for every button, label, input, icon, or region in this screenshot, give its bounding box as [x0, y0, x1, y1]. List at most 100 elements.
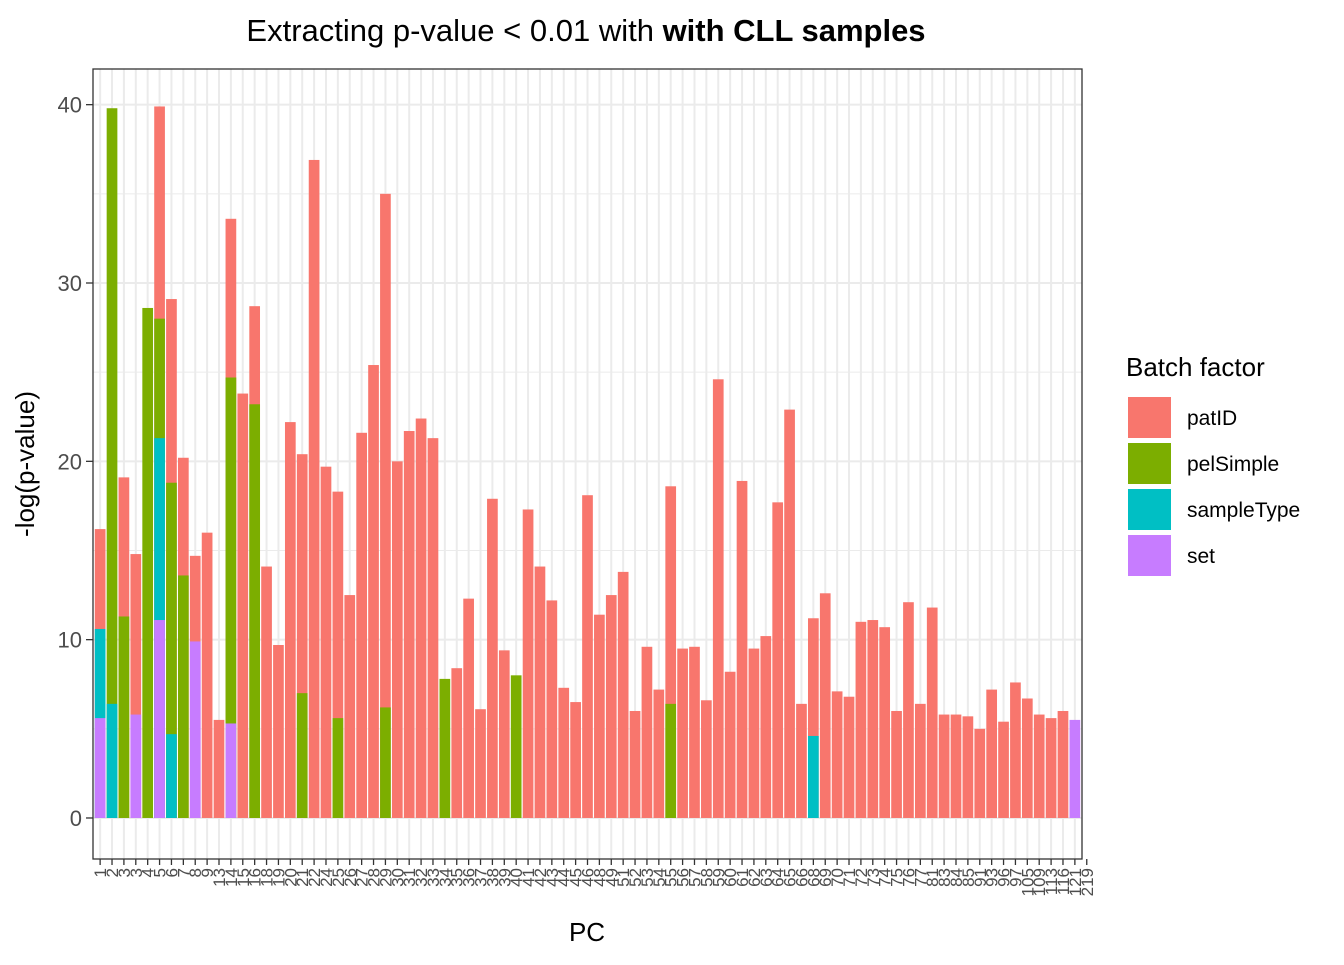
bar-layer: 1 patID: 16.21 sampleType: 10.61 set: 5.… — [94, 106, 1081, 818]
x-tick-label: 109 — [1030, 868, 1049, 896]
bar-patID: 31 patID: 21.7 — [403, 431, 415, 818]
x-tick-label: 45 — [567, 868, 586, 887]
x-tick-label: 36 — [460, 868, 479, 887]
x-tick-label: 27 — [353, 868, 372, 887]
x-tick-label: 1 — [91, 868, 110, 877]
bar-patID: 109 patID: 5.8 — [1033, 714, 1045, 818]
bar-patID: 63 patID: 10.2 — [760, 636, 772, 818]
bar-patID: 66 patID: 6.4 — [796, 703, 807, 818]
legend-label-sampleType: sampleType — [1187, 499, 1300, 522]
bar-patID: 93 patID: 7.2 — [986, 689, 998, 818]
x-tick-label: 49 — [602, 868, 621, 887]
bar-pelSimple: 25 pelSimple: 5.6 — [332, 718, 344, 818]
legend-label-patID: patID — [1187, 407, 1237, 430]
bar-patID: 69 patID: 12.6 — [819, 593, 831, 818]
bar-patID: 26 patID: 12.5 — [344, 595, 356, 818]
x-tick-label: 7 — [174, 868, 193, 877]
bar-pelSimple: 14 pelSimple: 24.7 — [225, 377, 237, 818]
bar-patID: 85 patID: 5.7 — [962, 716, 974, 818]
x-tick-label: 85 — [959, 868, 978, 887]
x-tick-label: 219 — [1078, 868, 1097, 896]
x-tick-label: 42 — [531, 868, 550, 887]
x-tick-label: 77 — [911, 868, 930, 887]
legend-swatch-sampleType — [1128, 489, 1171, 530]
bar-sampleType: 2 sampleType: 6.4 — [106, 703, 118, 818]
y-tick-label: 0 — [70, 806, 82, 831]
bar-patID: 13 patID: 5.5 — [213, 719, 225, 818]
bar-patID: 9 patID: 16 — [201, 532, 213, 818]
x-tick-label: 57 — [685, 868, 704, 887]
x-tick-label: 63 — [757, 868, 776, 887]
bar-pelSimple: 34 pelSimple: 7.8 — [439, 678, 451, 818]
bar-pelSimple: 2 pelSimple: 39.8 — [106, 108, 118, 818]
chart-title: Extracting p-value < 0.01 with with CLL … — [246, 13, 925, 48]
bar-patID: 96 patID: 5.4 — [998, 721, 1009, 818]
y-tick-label: 20 — [58, 449, 82, 474]
bar-patID: 28 patID: 25.4 — [368, 365, 379, 818]
bar-pelSimple: 55 pelSimple: 6.4 — [665, 703, 677, 818]
bar-patID: 3 patID: 14.8 — [130, 554, 142, 818]
bar-patID: 64 patID: 17.7 — [772, 502, 784, 818]
bar-patID: 76 patID: 12.1 — [903, 602, 914, 818]
bar-patID: 32 patID: 22.4 — [415, 418, 427, 818]
bar-patID: 49 patID: 12.5 — [605, 595, 617, 818]
x-tick-label: 25 — [329, 868, 348, 887]
bar-set: 14 set: 5.3 — [225, 723, 237, 818]
x-tick-label: 74 — [876, 868, 895, 887]
bar-set: 8 set: 9.9 — [189, 641, 201, 818]
x-tick-label: 15 — [234, 868, 253, 887]
bar-patID: 58 patID: 6.6 — [701, 700, 712, 818]
bar-patID: 33 patID: 21.3 — [427, 438, 439, 818]
x-tick-label: 32 — [412, 868, 431, 887]
x-tick-label: 97 — [1006, 868, 1025, 887]
bar-patID: 22 patID: 36.9 — [308, 159, 320, 818]
bar-patID: 113 patID: 5.6 — [1045, 718, 1057, 818]
bar-patID: 51 patID: 13.8 — [617, 571, 629, 818]
legend-swatch-pelSimple — [1128, 443, 1171, 484]
bar-pelSimple: 21 pelSimple: 7 — [296, 693, 308, 818]
bar-patID: 56 patID: 9.5 — [677, 648, 688, 818]
x-tick-label: 6 — [162, 868, 181, 877]
x-tick-label: 48 — [590, 868, 609, 887]
bar-patID: 42 patID: 14.1 — [534, 566, 546, 818]
x-tick-label: 73 — [864, 868, 883, 887]
legend-label-set: set — [1187, 545, 1215, 568]
x-tick-label: 37 — [472, 868, 491, 887]
x-tick-label: 29 — [376, 868, 395, 887]
x-tick-label: 53 — [638, 868, 657, 887]
x-tick-label: 75 — [888, 868, 907, 887]
bar-pelSimple: 3 pelSimple: 11.3 — [118, 616, 130, 818]
x-tick-label: 13 — [210, 868, 229, 887]
x-tick-label: 55 — [662, 868, 681, 887]
bar-patID: 65 patID: 22.9 — [784, 409, 795, 818]
x-tick-label: 35 — [448, 868, 467, 887]
x-tick-label: 30 — [388, 868, 407, 887]
bar-patID: 97 patID: 7.6 — [1010, 682, 1021, 818]
bar-patID: 77 patID: 6.4 — [914, 703, 926, 818]
x-tick-label: 14 — [222, 868, 241, 887]
bar-patID: 83 patID: 5.8 — [938, 714, 950, 818]
bar-patID: 29 patID: 35 — [380, 193, 391, 818]
x-tick-label: 93 — [983, 868, 1002, 887]
x-tick-label: 18 — [258, 868, 277, 887]
bar-patID: 105 patID: 6.7 — [1021, 698, 1033, 818]
bar-patID: 18 patID: 14.1 — [261, 566, 272, 818]
bar-set: 3 set: 5.8 — [130, 714, 142, 818]
chart-title-prefix: Extracting p-value < 0.01 with — [246, 13, 662, 48]
x-tick-label: 46 — [579, 868, 598, 887]
bar-patID: 60 patID: 8.2 — [724, 671, 736, 818]
legend-swatch-patID — [1128, 397, 1171, 438]
bar-patID: 61 patID: 18.9 — [736, 480, 748, 818]
bar-patID: 48 patID: 11.4 — [594, 614, 605, 818]
bar-patID: 73 patID: 11.1 — [867, 620, 879, 818]
x-tick-label: 59 — [709, 868, 728, 887]
x-tick-label: 113 — [1042, 868, 1061, 895]
bar-patID: 71 patID: 6.8 — [843, 696, 855, 818]
x-tick-label: 62 — [745, 868, 764, 887]
x-tick-label: 5 — [151, 868, 170, 877]
bar-patID: 116 patID: 6 — [1057, 710, 1069, 818]
bar-patID: 30 patID: 20 — [391, 461, 403, 818]
x-tick-label: 51 — [614, 868, 633, 887]
bar-patID: 70 patID: 7.1 — [831, 691, 843, 818]
